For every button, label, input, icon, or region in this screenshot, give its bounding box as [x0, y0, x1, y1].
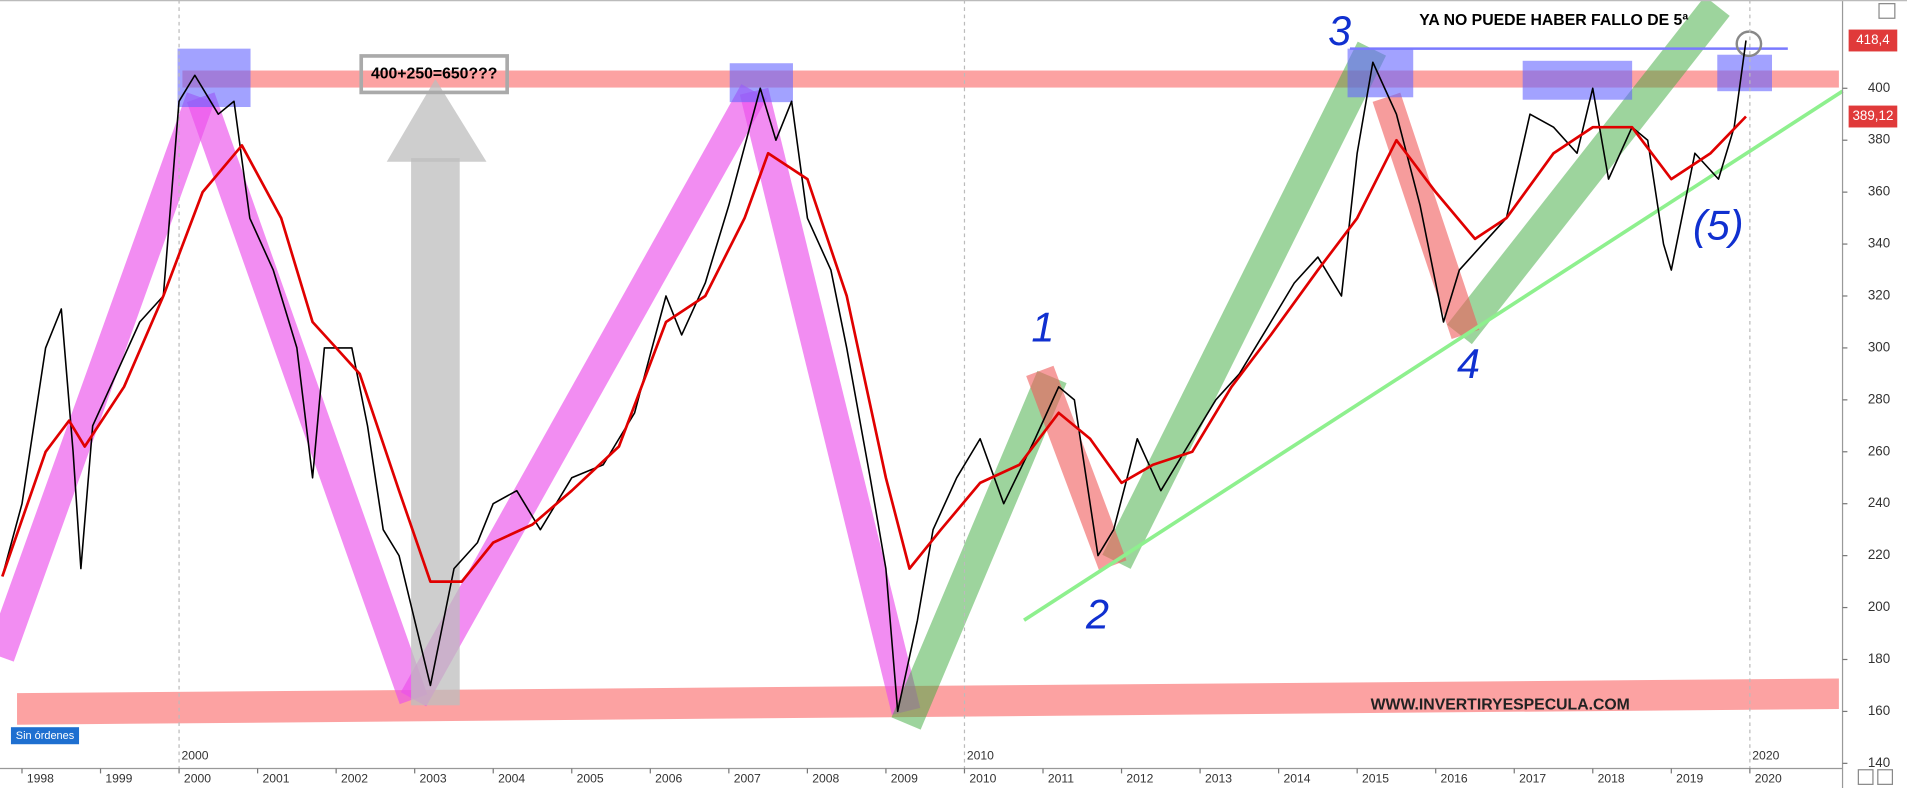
- x-tick-label: 2016: [1441, 772, 1468, 786]
- y-tick-label: 260: [1868, 443, 1890, 458]
- badge: [10, 727, 80, 745]
- x-tick-label: 2017: [1519, 772, 1546, 786]
- cycle-band: [400, 84, 767, 707]
- wave-label: 4: [1457, 341, 1480, 387]
- x-tick-label: 2002: [341, 772, 368, 786]
- impulse-band: [891, 370, 1067, 730]
- drawings: [0, 0, 1844, 730]
- x-tick-label: 2012: [1126, 772, 1153, 786]
- toolbar-button[interactable]: [1857, 769, 1874, 785]
- x-tick-label: 1998: [27, 772, 54, 786]
- badge-label: Sin órdenes: [16, 730, 75, 742]
- y-tick-label: 180: [1868, 651, 1890, 666]
- cycle-band: [739, 87, 921, 715]
- x-tick-label: 2014: [1283, 772, 1310, 786]
- decade-label: 2000: [182, 749, 209, 763]
- price-tag: [1848, 105, 1898, 128]
- x-tick-label: 2005: [577, 772, 604, 786]
- decade-label: 2020: [1752, 749, 1779, 763]
- top-box: [1347, 48, 1414, 98]
- y-tick-label: 320: [1868, 288, 1890, 303]
- top-box: [729, 63, 793, 103]
- x-tick-label: 2018: [1598, 772, 1625, 786]
- x-tick-label: 2015: [1362, 772, 1389, 786]
- marker-circle: [1735, 30, 1763, 58]
- top-box: [1717, 54, 1773, 92]
- y-tick-label: 200: [1868, 599, 1890, 614]
- price-tag: [1848, 29, 1898, 52]
- annotation: WWW.INVERTIRYESPECULA.COM: [1371, 696, 1630, 713]
- cycle-band: [0, 92, 215, 662]
- wave-label: 2: [1085, 592, 1109, 638]
- x-tick-label: 2011: [1048, 772, 1074, 786]
- series-layer: [1, 0, 1751, 769]
- series-line: [1, 40, 1747, 713]
- y-tick-label: 220: [1868, 547, 1890, 562]
- impulse-bands: [891, 0, 1730, 730]
- top-box: [1522, 60, 1633, 100]
- y-tick-label: 300: [1868, 339, 1890, 354]
- impulse-band: [1102, 41, 1387, 569]
- x-tick-label: 2003: [420, 772, 447, 786]
- x-tick-label: 2007: [734, 772, 761, 786]
- y-tick-label: 280: [1868, 391, 1890, 406]
- arrow-shaft: [411, 158, 460, 706]
- x-tick-label: 2010: [969, 772, 996, 786]
- trend-line: [1023, 89, 1844, 622]
- x-tick-label: 2020: [1755, 772, 1782, 786]
- wave-label: 1: [1031, 305, 1054, 351]
- wave-labels: 1 2 3 4 (5): [1031, 8, 1743, 638]
- price-tag-label: 418,4: [1856, 32, 1890, 47]
- y-tick-label: 380: [1868, 132, 1890, 147]
- annotation: 400+250=650???: [371, 65, 497, 82]
- x-tick-label: 2004: [498, 772, 525, 786]
- top-boxes: [177, 48, 1773, 108]
- y-tick-label: 340: [1868, 236, 1890, 251]
- x-tick-label: 2019: [1676, 772, 1703, 786]
- resistance-band: [182, 70, 1839, 88]
- y-tick-label: 400: [1868, 80, 1890, 95]
- arrow-head: [386, 79, 487, 162]
- y-tick-label: 360: [1868, 184, 1890, 199]
- y-tick-label: 160: [1868, 703, 1890, 718]
- series-line: [1, 115, 1747, 583]
- x-tick-label: 2006: [655, 772, 682, 786]
- y-tick-label: 140: [1868, 755, 1890, 770]
- x-tick-label: 2000: [184, 772, 211, 786]
- toolbar-button[interactable]: [1877, 769, 1894, 785]
- x-tick-label: 2013: [1205, 772, 1232, 786]
- impulse-band: [1447, 0, 1730, 345]
- window-button[interactable]: [1878, 3, 1896, 19]
- wave-label: 3: [1328, 8, 1351, 54]
- y-tick-label: 240: [1868, 495, 1890, 510]
- price-tag-label: 389,12: [1853, 108, 1894, 123]
- x-tick-label: 2008: [812, 772, 839, 786]
- text-box: [359, 54, 509, 95]
- x-tick-label: 1999: [105, 772, 132, 786]
- x-tick-label: 2009: [891, 772, 918, 786]
- wave-label: (5): [1693, 203, 1744, 249]
- chart-title: YA NO PUEDE HABER FALLO DE 5ª: [1419, 12, 1688, 29]
- cycle-bands: [0, 84, 921, 715]
- cycle-band: [186, 92, 428, 705]
- decade-label: 2010: [967, 749, 994, 763]
- x-tick-label: 2001: [262, 772, 289, 786]
- top-box: [177, 48, 251, 108]
